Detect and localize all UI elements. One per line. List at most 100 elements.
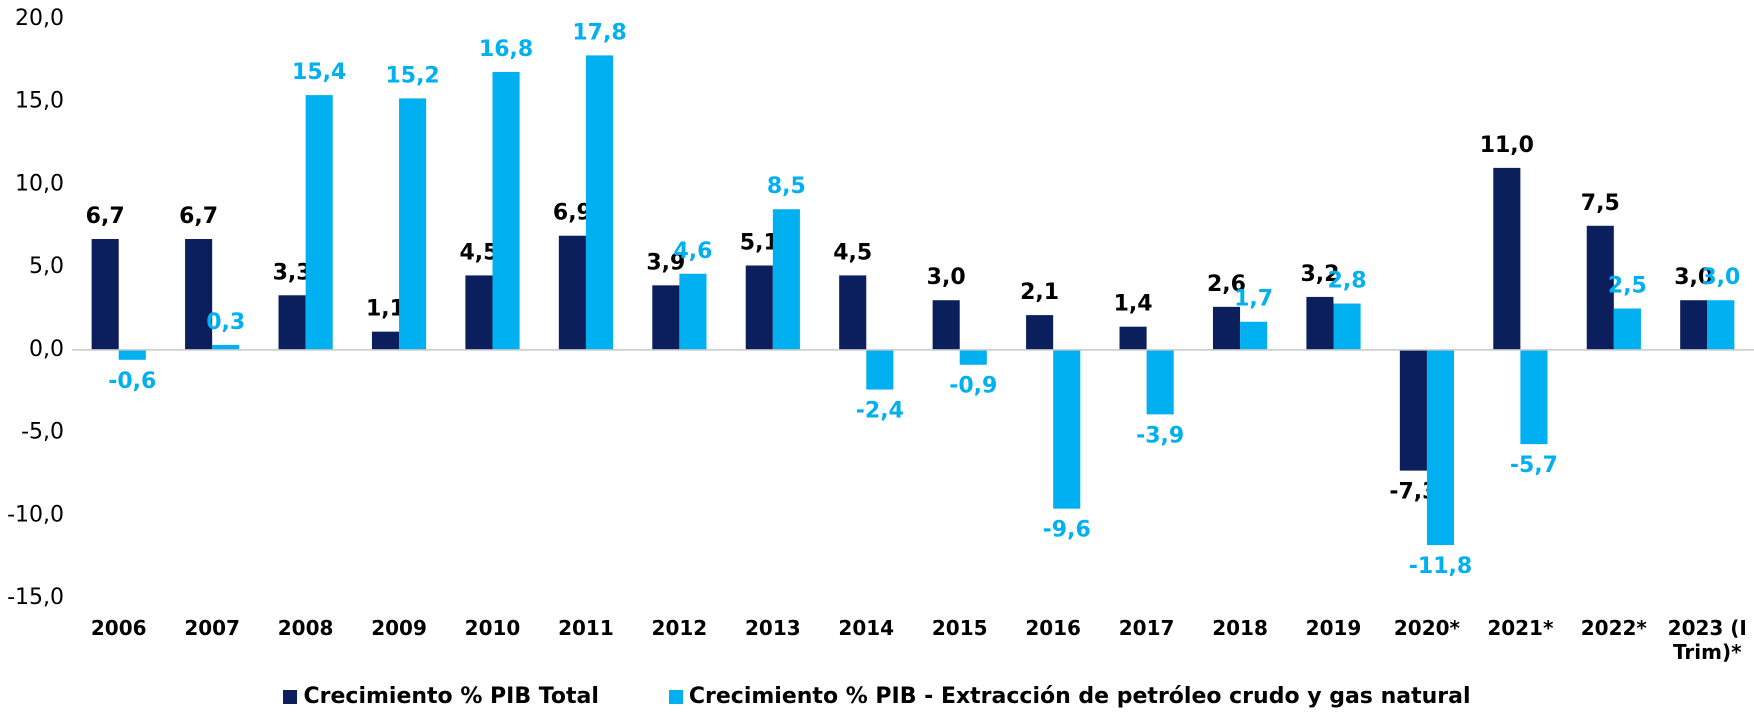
data-label: 3,3 bbox=[273, 260, 312, 285]
legend-item: Crecimiento % PIB - Extracción de petról… bbox=[668, 684, 1471, 709]
data-label: 0,3 bbox=[206, 310, 245, 335]
bar bbox=[212, 344, 240, 350]
bar bbox=[399, 98, 427, 350]
x-tick-label: 2020* bbox=[1393, 616, 1460, 640]
y-tick-label: -15,0 bbox=[7, 585, 64, 610]
bar bbox=[679, 273, 707, 350]
bar bbox=[371, 331, 400, 350]
legend-label: Crecimiento % PIB Total bbox=[303, 684, 599, 709]
data-label: -5,7 bbox=[1510, 453, 1558, 478]
legend-item: Crecimiento % PIB Total bbox=[283, 684, 599, 709]
x-tick-label: 2023 (I Trim)* bbox=[1667, 616, 1747, 664]
data-label: 15,4 bbox=[292, 60, 346, 85]
x-tick-label: 2011 bbox=[558, 616, 614, 640]
bar bbox=[278, 295, 306, 350]
bar bbox=[1426, 349, 1455, 546]
data-label: 4,5 bbox=[833, 240, 872, 265]
legend-label: Crecimiento % PIB - Extracción de petról… bbox=[688, 684, 1471, 709]
bar bbox=[185, 239, 213, 350]
x-tick-label: 2013 bbox=[744, 616, 801, 640]
bar bbox=[1586, 225, 1614, 350]
bar bbox=[866, 349, 894, 390]
bar bbox=[745, 265, 773, 350]
data-label: -3,9 bbox=[1136, 423, 1184, 448]
data-label: 2,6 bbox=[1207, 272, 1246, 297]
bar bbox=[91, 239, 119, 350]
bar bbox=[959, 349, 987, 365]
x-tick-label: 2021* bbox=[1487, 616, 1554, 640]
data-label: 1,4 bbox=[1114, 292, 1153, 317]
data-label: 4,6 bbox=[673, 239, 712, 264]
data-label: 17,8 bbox=[572, 20, 626, 45]
bar bbox=[1707, 300, 1735, 350]
data-label: 3,2 bbox=[1300, 262, 1339, 287]
data-label: 2,5 bbox=[1608, 274, 1647, 299]
bar bbox=[558, 235, 586, 350]
data-label: 16,8 bbox=[479, 37, 533, 62]
data-label: 3,0 bbox=[927, 265, 966, 290]
data-label: 3,0 bbox=[1701, 265, 1740, 290]
y-tick-label: 5,0 bbox=[29, 254, 64, 279]
bar bbox=[305, 95, 333, 350]
data-label: -11,8 bbox=[1409, 554, 1472, 579]
bar bbox=[1613, 308, 1641, 350]
data-label: 3,0 bbox=[1674, 265, 1713, 290]
data-label: 15,2 bbox=[385, 63, 439, 88]
x-tick-label: 2006 bbox=[90, 616, 147, 640]
x-tick-label: 2010 bbox=[464, 616, 521, 640]
y-tick-label: 10,0 bbox=[15, 171, 64, 196]
bar bbox=[1493, 167, 1521, 350]
data-label: -9,6 bbox=[1043, 518, 1091, 543]
data-label: 4,5 bbox=[459, 240, 498, 265]
data-label: 2,8 bbox=[1328, 269, 1367, 294]
bar bbox=[1053, 349, 1081, 509]
bar bbox=[652, 285, 680, 350]
bar bbox=[1119, 326, 1147, 350]
bar bbox=[1333, 303, 1361, 350]
x-tick-label: 2015 bbox=[931, 616, 988, 640]
data-label: 11,0 bbox=[1480, 133, 1534, 158]
x-tick-label: 2017 bbox=[1118, 616, 1175, 640]
bar bbox=[1212, 306, 1241, 350]
legend-swatch bbox=[283, 689, 298, 704]
x-tick-label: 2014 bbox=[838, 616, 895, 640]
data-label: 5,1 bbox=[740, 230, 779, 255]
data-label: 6,7 bbox=[179, 204, 218, 229]
data-label: 1,1 bbox=[366, 297, 405, 322]
bar bbox=[1680, 300, 1708, 350]
bar bbox=[118, 349, 146, 360]
x-tick-label: 2018 bbox=[1212, 616, 1268, 640]
data-label: 8,5 bbox=[767, 174, 806, 199]
bar bbox=[492, 71, 520, 350]
y-tick-label: -10,0 bbox=[7, 502, 64, 527]
bar bbox=[585, 55, 614, 350]
legend-swatch bbox=[668, 689, 683, 704]
data-label: 2,1 bbox=[1020, 280, 1059, 305]
data-label: 7,5 bbox=[1581, 191, 1620, 216]
x-tick-label: 2009 bbox=[371, 616, 427, 640]
data-label: 6,7 bbox=[86, 204, 125, 229]
legend: Crecimiento % PIB Total Crecimiento % PIB… bbox=[0, 684, 1754, 709]
y-tick-label: 20,0 bbox=[15, 6, 64, 31]
y-tick-label: 15,0 bbox=[15, 89, 64, 114]
x-tick-label: 2019 bbox=[1305, 616, 1362, 640]
data-label: -0,9 bbox=[949, 374, 997, 399]
bar bbox=[1240, 321, 1268, 350]
x-tick-label: 2008 bbox=[277, 616, 334, 640]
data-label: -0,6 bbox=[108, 369, 156, 394]
bar bbox=[1306, 296, 1334, 350]
bar bbox=[772, 209, 800, 350]
x-tick-label: 2016 bbox=[1025, 616, 1081, 640]
bar bbox=[1399, 349, 1427, 471]
x-tick-label: 2022* bbox=[1580, 616, 1647, 640]
data-label: 3,9 bbox=[646, 250, 685, 275]
data-label: 1,7 bbox=[1234, 287, 1273, 312]
y-tick-label: 0,0 bbox=[29, 337, 64, 362]
data-label: -2,4 bbox=[856, 399, 904, 424]
x-tick-label: 2007 bbox=[184, 616, 240, 640]
bar bbox=[1520, 349, 1548, 445]
bar bbox=[1026, 315, 1054, 350]
bar bbox=[1146, 349, 1174, 415]
